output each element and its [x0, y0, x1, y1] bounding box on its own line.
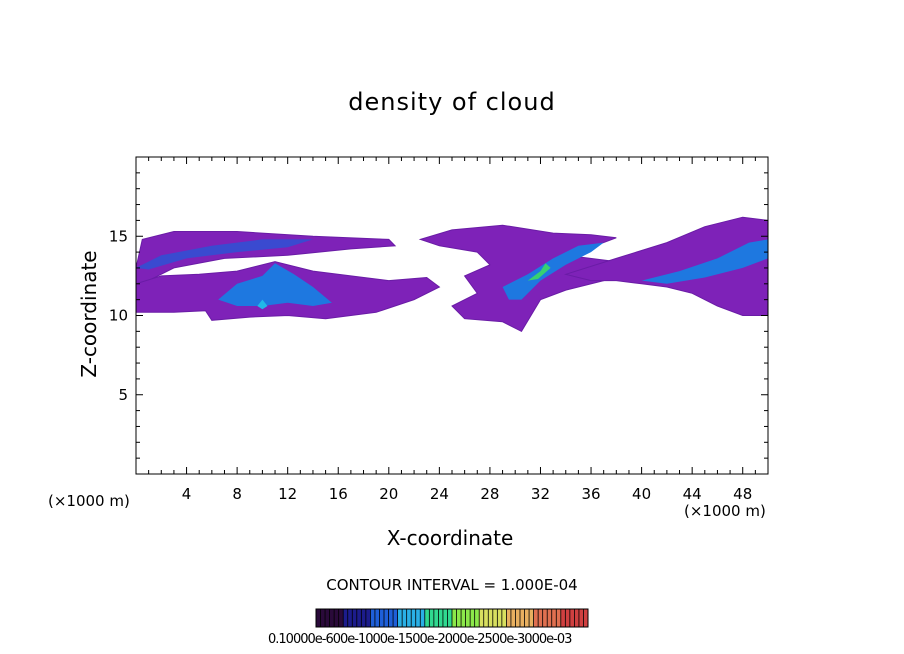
colorbar-cell	[501, 609, 507, 627]
colorbar-cell	[379, 609, 384, 627]
colorbar-cell	[361, 609, 366, 627]
colorbar-cell	[447, 609, 452, 627]
colorbar-cell	[574, 609, 579, 627]
colorbar-cell	[565, 609, 570, 627]
colorbar-cell	[524, 609, 530, 627]
x-unit-left: (×1000 m)	[48, 492, 130, 510]
colorbar-cell	[452, 609, 457, 627]
chart-title: density of cloud	[348, 88, 556, 116]
x-unit-right: (×1000 m)	[684, 502, 766, 520]
colorbar-cell	[402, 609, 407, 627]
cloud-regions	[136, 216, 768, 333]
region-left-band-core	[136, 239, 313, 270]
x-tick-label: 12	[278, 485, 297, 503]
region-left-hot-spot	[257, 299, 268, 310]
colorbar-cell	[506, 609, 511, 627]
colorbar-cell	[438, 609, 443, 627]
x-axis-label: X-coordinate	[386, 526, 514, 550]
colorbar-cell	[515, 609, 520, 627]
y-tick-label: 15	[109, 227, 128, 245]
colorbar-cell	[492, 609, 498, 627]
colorbar-cell	[547, 609, 552, 627]
colorbar-cell	[456, 609, 462, 627]
colorbar-cell	[365, 609, 371, 627]
region-center-hot-spot	[527, 263, 551, 281]
colorbar-cell	[320, 609, 326, 627]
colorbar-cell	[316, 609, 321, 627]
colorbar-cell	[465, 609, 471, 627]
x-tick-label: 40	[632, 485, 651, 503]
colorbar-cell	[388, 609, 394, 627]
colorbar-cell	[347, 609, 353, 627]
colorbar-cell	[560, 609, 566, 627]
region-left-cloud-core	[218, 263, 332, 306]
x-tick-label: 20	[379, 485, 398, 503]
colorbar-cell	[483, 609, 489, 627]
colorbar-cell	[397, 609, 403, 627]
colorbar-cell	[578, 609, 584, 627]
colorbar-cell	[352, 609, 357, 627]
colorbar-cell	[356, 609, 362, 627]
colorbar-cell	[334, 609, 339, 627]
colorbar-cell	[393, 609, 398, 627]
colorbar-cell	[520, 609, 525, 627]
colorbar-cell	[374, 609, 380, 627]
colorbar-cell	[510, 609, 516, 627]
colorbar-cell	[470, 609, 475, 627]
colorbar-cell	[542, 609, 548, 627]
colorbar-cell	[529, 609, 534, 627]
colorbar-cell	[415, 609, 421, 627]
x-tick-label: 36	[581, 485, 600, 503]
x-tick-label: 4	[182, 485, 192, 503]
colorbar-cell	[411, 609, 416, 627]
colorbar-cell	[429, 609, 434, 627]
colorbar-cell	[461, 609, 466, 627]
colorbar-cell	[538, 609, 543, 627]
x-tick-label: 24	[430, 485, 449, 503]
colorbar-cell	[569, 609, 575, 627]
colorbar-cell	[325, 609, 330, 627]
y-axis-label: Z-coordinate	[77, 250, 101, 378]
colorbar-cell	[551, 609, 557, 627]
colorbar-cell	[497, 609, 502, 627]
colorbar-cell	[533, 609, 539, 627]
x-tick-label: 28	[480, 485, 499, 503]
y-tick-label: 5	[118, 386, 128, 404]
contour-interval-label: CONTOUR INTERVAL = 1.000E-04	[326, 576, 578, 594]
region-center-core	[502, 242, 604, 300]
colorbar-cell	[384, 609, 389, 627]
x-tick-label: 48	[733, 485, 752, 503]
region-right-cloud	[563, 216, 768, 316]
colorbar-cell	[424, 609, 430, 627]
y-tick-label: 10	[109, 307, 128, 325]
colorbar-cell	[370, 609, 375, 627]
colorbar-cell	[556, 609, 561, 627]
colorbar-cell	[406, 609, 412, 627]
colorbar-cell	[420, 609, 425, 627]
x-tick-label: 44	[683, 485, 702, 503]
colorbar-cell	[583, 609, 588, 627]
colorbar-cell	[338, 609, 344, 627]
colorbar-cell	[329, 609, 335, 627]
colorbar-cell	[343, 609, 348, 627]
colorbar-cell	[433, 609, 439, 627]
region-right-core	[641, 239, 768, 284]
x-tick-label: 16	[329, 485, 348, 503]
colorbar-cell	[442, 609, 448, 627]
colorbar-cell	[488, 609, 493, 627]
x-tick-label: 8	[232, 485, 242, 503]
x-tick-label: 32	[531, 485, 550, 503]
colorbar-labels: 0.10000e-600e-1000e-1500e-2000e-2500e-30…	[268, 632, 572, 647]
colorbar-frame	[315, 608, 589, 628]
colorbar-cell	[479, 609, 484, 627]
colorbar-cell	[474, 609, 480, 627]
colorbar	[315, 608, 589, 628]
